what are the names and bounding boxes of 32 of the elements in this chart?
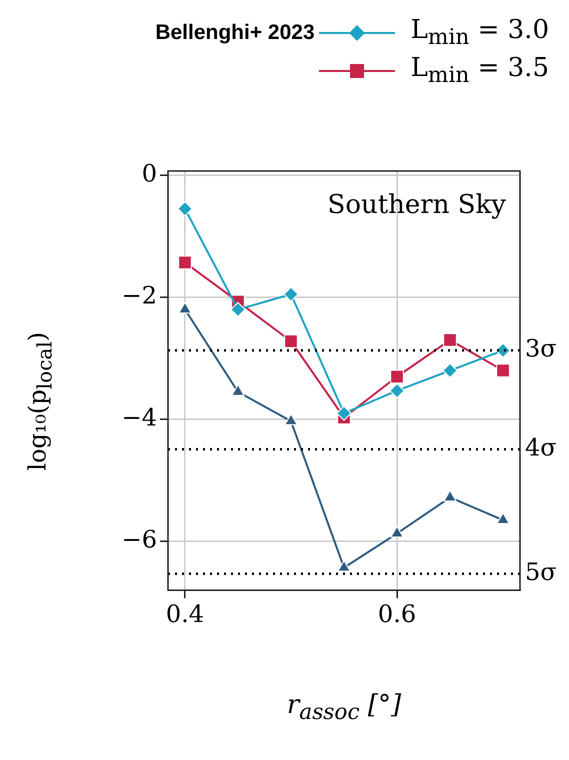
point [390, 370, 404, 384]
y-tick-label: −4 [122, 404, 157, 432]
ref-line-label: 4σ [525, 433, 557, 462]
point [443, 333, 457, 347]
legend-title: Bellenghi+ 2023 [155, 21, 315, 45]
point [178, 256, 192, 270]
y-tick-label: 0 [142, 160, 157, 188]
point [283, 286, 298, 302]
legend-label: L$_{min}$ = 3.5 [410, 53, 549, 89]
y-tick-label: −6 [122, 526, 157, 554]
point [390, 526, 404, 538]
x-tick-label: 0.6 [378, 600, 416, 628]
y-tick-label: −2 [122, 282, 157, 310]
point [177, 201, 192, 216]
point [496, 364, 510, 378]
point [284, 334, 298, 348]
point [336, 406, 352, 421]
point [443, 490, 457, 502]
point [337, 560, 351, 572]
point [178, 302, 192, 314]
point [390, 383, 405, 398]
ref-line-label: 3σ [525, 334, 557, 363]
point [284, 414, 298, 426]
point [230, 302, 246, 318]
annotation: Southern Sky [328, 190, 506, 220]
point [231, 384, 245, 396]
point [496, 512, 510, 524]
point [442, 363, 458, 378]
x-axis-title: r$_{assoc}$ [°] [286, 690, 402, 726]
legend-label: L$_{min}$ = 3.0 [410, 15, 549, 51]
x-tick-label: 0.4 [166, 600, 204, 628]
ref-line-label: 5σ [525, 558, 557, 586]
